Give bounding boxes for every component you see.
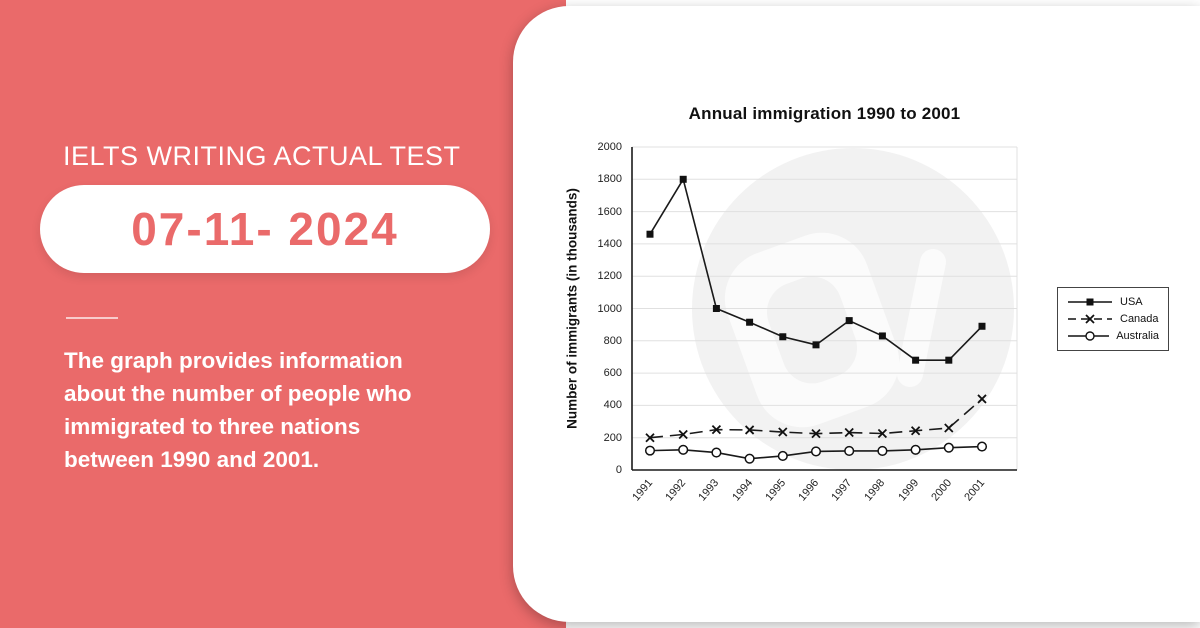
task-description-line: immigrated to three nations bbox=[64, 414, 361, 439]
legend-label: Australia bbox=[1116, 330, 1159, 342]
canada-legend-marker-icon bbox=[1068, 314, 1112, 324]
legend-item-australia: Australia bbox=[1067, 330, 1159, 342]
y-tick-label: 400 bbox=[603, 399, 622, 412]
y-tick-label: 200 bbox=[603, 431, 622, 444]
date-badge-text: 07-11- 2024 bbox=[131, 203, 399, 255]
divider-line bbox=[66, 317, 118, 319]
chart-title: Annual immigration 1990 to 2001 bbox=[688, 104, 961, 123]
y-tick-label: 1400 bbox=[597, 237, 622, 250]
y-tick-label: 0 bbox=[615, 464, 622, 476]
legend-label: Canada bbox=[1120, 313, 1159, 325]
y-tick-label: 1600 bbox=[597, 205, 622, 218]
chart-legend: USA Canada Australia bbox=[1057, 287, 1169, 351]
legend-item-usa: USA bbox=[1067, 296, 1159, 308]
y-tick-label: 1000 bbox=[597, 302, 622, 315]
y-tick-label: 2000 bbox=[597, 141, 622, 153]
poster-heading: IELTS WRITING ACTUAL TEST bbox=[63, 141, 461, 171]
task-description-line: The graph provides information bbox=[64, 348, 403, 373]
usa-legend-marker-icon bbox=[1068, 298, 1112, 306]
y-tick-label: 800 bbox=[603, 334, 622, 347]
y-tick-label: 600 bbox=[603, 367, 622, 380]
legend-item-canada: Canada bbox=[1067, 313, 1159, 325]
task-description-line: between 1990 and 2001. bbox=[64, 447, 320, 472]
legend-label: USA bbox=[1120, 296, 1143, 308]
left-panel-background bbox=[0, 0, 566, 628]
y-tick-label: 1800 bbox=[597, 173, 622, 186]
date-badge: 07-11- 2024 bbox=[40, 185, 490, 273]
australia-legend-marker-icon bbox=[1068, 331, 1110, 341]
y-tick-label: 1200 bbox=[597, 270, 622, 283]
task-description: The graph provides information about the… bbox=[64, 344, 524, 476]
task-description-line: about the number of people who bbox=[64, 381, 412, 406]
